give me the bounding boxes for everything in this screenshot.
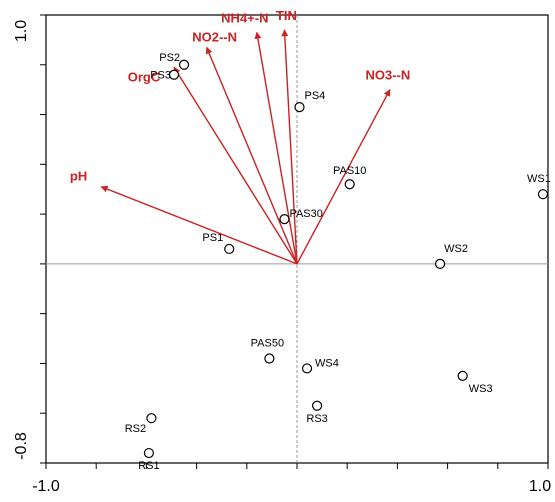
vector-label: NO2--N [192,29,237,44]
site-point [294,101,305,113]
site-label: WS3 [469,383,493,395]
site-label: PAS30 [289,208,322,220]
site-point [178,59,190,70]
x-tick-label: -1.0 [32,478,60,495]
site-label: WS4 [315,357,339,369]
vector-label: TIN [276,8,297,23]
x-tick-label: 1.0 [529,478,551,495]
site-point [344,179,355,190]
vector-label: NH4+-N [221,10,268,25]
site-point [224,243,235,255]
site-label: PS2 [159,52,180,64]
site-point [146,413,157,424]
vector-label: OrgC [128,69,161,84]
site-point [264,353,275,364]
y-tick-label: -0.8 [13,432,30,460]
site-label: PAS10 [333,165,366,177]
site-point [457,370,468,381]
site-points: PS1 PS2 PS3 PS4 PAS10 PAS30 PAS50 WS1 WS2 WS3 WS4 R… [125,52,551,472]
reference-lines [46,15,548,463]
vector-label: NO3--N [365,68,410,83]
site-label: PAS50 [251,337,284,349]
site-label: PS1 [202,232,223,244]
site-point [537,189,549,200]
site-label: RS3 [306,413,327,425]
environmental-vectors: pH OrgC NO2--N NH4+-N TIN NO3--N [70,8,410,265]
site-label: WS1 [527,173,551,185]
vector-arrow [296,89,391,265]
site-label: WS2 [444,243,468,255]
site-label: RS2 [125,423,146,435]
site-point [143,447,155,459]
site-point [301,363,313,374]
vector-arrow [100,185,298,265]
site-point [434,258,446,269]
site-label: RS1 [138,460,159,472]
vector-arrow [281,29,298,264]
axis-ticks: -1.0 1.0 -0.8 1.0 [13,14,551,495]
vector-label: pH [70,169,87,184]
site-point [168,69,180,80]
vector-arrow [173,66,298,265]
vector-arrow [254,31,298,265]
y-tick-label: 1.0 [13,20,30,42]
site-point [279,213,290,225]
site-label: PS3 [150,70,171,82]
vector-arrow [205,46,298,265]
site-label: PS4 [305,90,326,102]
site-point [311,400,323,411]
